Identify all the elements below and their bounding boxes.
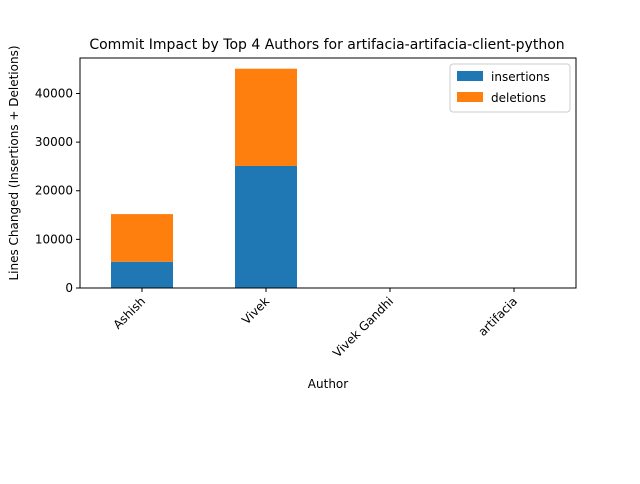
legend-swatch-insertions [457,71,483,81]
x-axis-label: Author [308,377,348,391]
bar-insertions-1 [235,165,297,288]
legend: insertions deletions [449,63,571,113]
legend-label-deletions: deletions [491,91,546,105]
y-axis: 0 10000 20000 30000 40000 [35,86,80,295]
y-tick-label: 10000 [35,232,73,246]
plot-frame [79,57,577,289]
bars-group [111,68,297,288]
chart-title: Commit Impact by Top 4 Authors for artif… [89,37,564,53]
y-axis-label: Lines Changed (Insertions + Deletions) [7,45,21,280]
bar-deletions-0 [111,214,173,262]
y-tick-label: 0 [65,281,73,295]
y-tick-label: 30000 [35,135,73,149]
y-tick-label: 40000 [35,86,73,100]
y-tick-label: 20000 [35,184,73,198]
legend-label-insertions: insertions [491,70,550,84]
legend-swatch-deletions [457,92,483,102]
bar-insertions-0 [111,261,173,288]
bar-deletions-1 [235,68,297,166]
